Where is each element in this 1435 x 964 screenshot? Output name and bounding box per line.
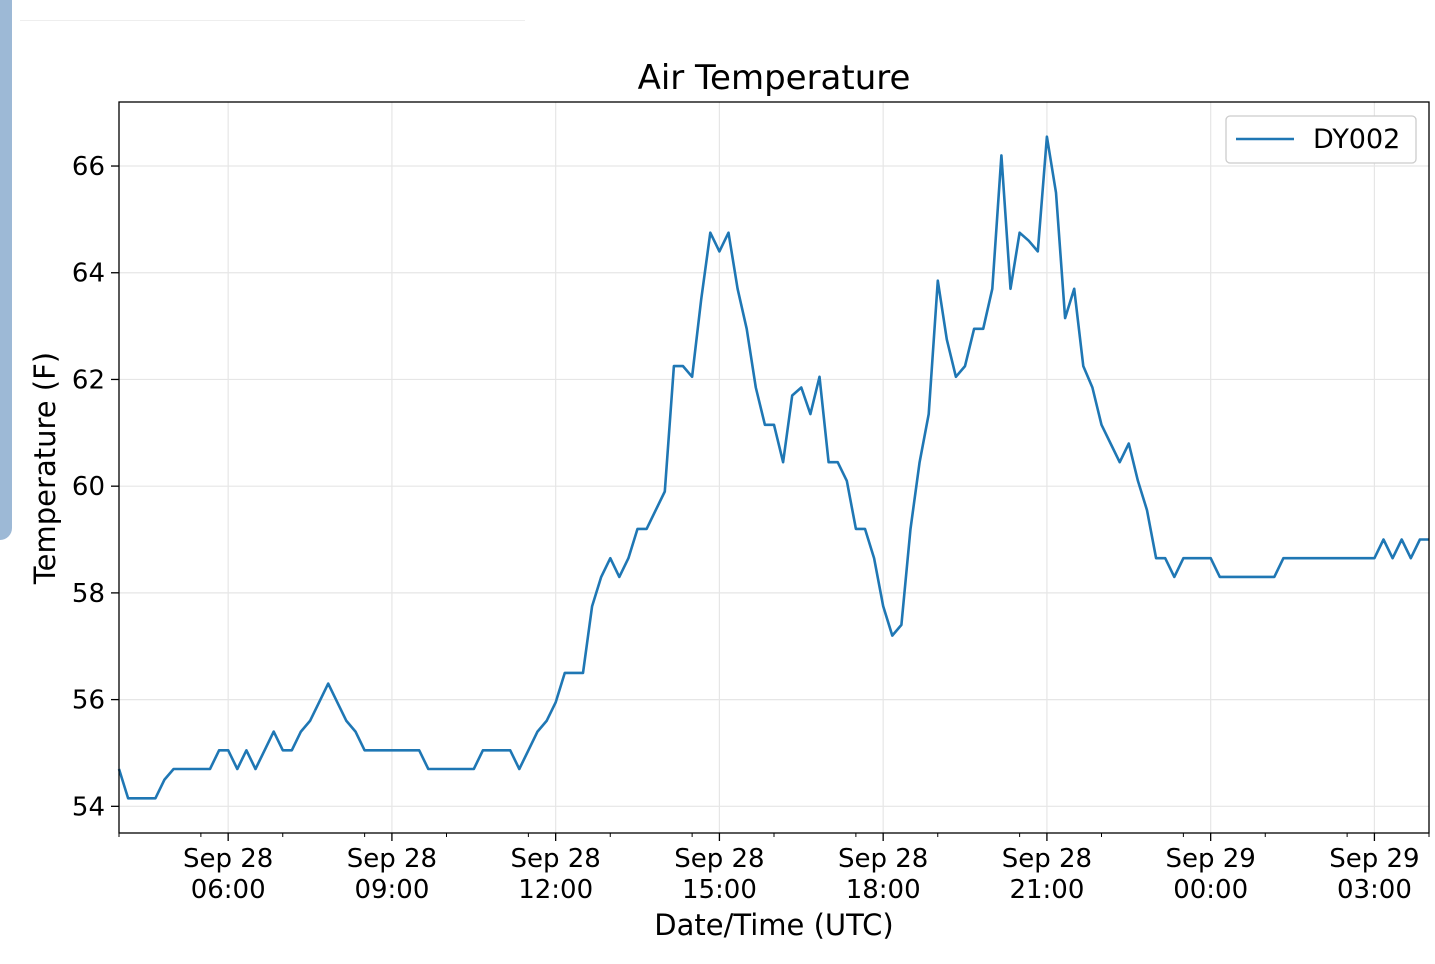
y-tick-label: 62 [72,365,105,395]
y-tick-label: 56 [72,686,105,716]
legend: DY002 [1225,115,1417,164]
grid [119,102,1429,833]
x-tick-label-time: 03:00 [1337,875,1412,905]
x-tick-label-date: Sep 29 [1165,844,1255,874]
y-tick-label: 64 [72,259,105,289]
x-tick-label-time: 18:00 [846,875,921,905]
legend-box [1225,115,1417,164]
x-tick-label-date: Sep 28 [510,844,600,874]
x-tick-label-date: Sep 28 [1002,844,1092,874]
y-axis: 54 56 58 60 62 64 66 [72,152,119,822]
x-tick-label-time: 00:00 [1173,875,1248,905]
y-axis-label: Temperature (F) [28,352,62,585]
legend-label: DY002 [1313,124,1400,155]
plot-area [117,135,1429,800]
chart-title: Air Temperature [638,58,911,98]
x-tick-label-date: Sep 29 [1329,844,1419,874]
y-tick-label: 54 [72,792,105,822]
x-tick-label-date: Sep 28 [183,844,273,874]
x-tick-label-time: 09:00 [354,875,429,905]
top-divider [20,20,525,21]
x-tick-label-time: 21:00 [1009,875,1084,905]
side-panel [0,0,12,540]
series-line [117,135,1429,800]
x-tick-label-date: Sep 28 [838,844,928,874]
x-axis-label: Date/Time (UTC) [654,908,893,942]
y-tick-label: 60 [72,472,105,502]
axes-frame [118,101,1430,834]
x-tick-label-date: Sep 28 [674,844,764,874]
x-tick-label-time: 12:00 [518,875,593,905]
y-tick-label: 58 [72,579,105,609]
x-tick-label-date: Sep 28 [347,844,437,874]
x-tick-label-time: 06:00 [191,875,266,905]
y-tick-label: 66 [72,152,105,182]
x-tick-label-time: 15:00 [682,875,757,905]
